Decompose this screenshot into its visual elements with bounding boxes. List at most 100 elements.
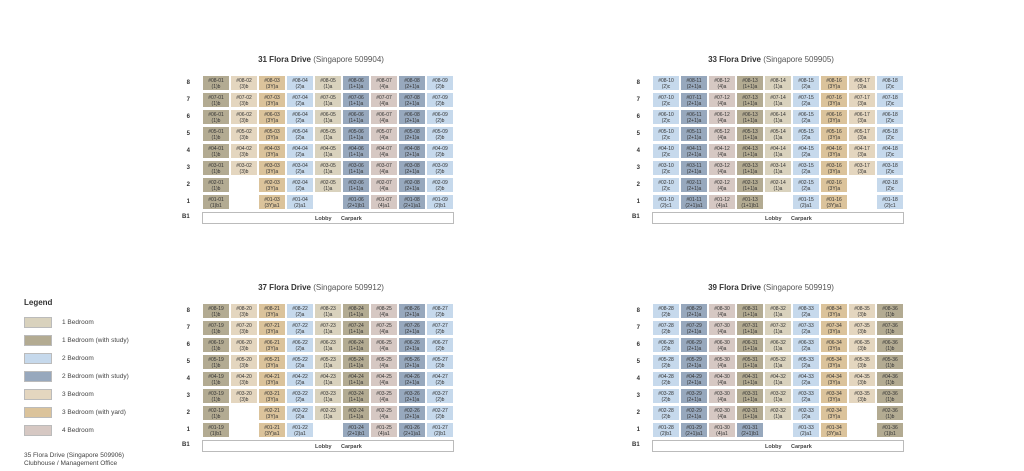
unit-cell[interactable]: #07-15 (2)a — [792, 92, 820, 108]
unit-cell[interactable]: #08-17 (3)a — [848, 75, 876, 91]
unit-cell[interactable]: #07-29 (2+1)a — [680, 320, 708, 336]
unit-cell[interactable]: #01-30 (4)a1 — [708, 422, 736, 438]
unit-cell[interactable]: #03-22 (2)a — [286, 388, 314, 404]
unit-cell[interactable]: #01-03 (3Y)a1 — [258, 194, 286, 210]
unit-cell[interactable]: #03-11 (2+1)a — [680, 160, 708, 176]
unit-cell[interactable]: #05-12 (4)a — [708, 126, 736, 142]
unit-cell[interactable]: #08-31 (1+1)a — [736, 303, 764, 319]
unit-cell[interactable]: #06-29 (2+1)a — [680, 337, 708, 353]
unit-cell[interactable]: #01-26 (2+1)a1 — [398, 422, 426, 438]
unit-cell[interactable]: #02-28 (2)b — [652, 405, 680, 421]
unit-cell[interactable]: #01-24 (2+1)b1 — [342, 422, 370, 438]
unit-cell[interactable]: #04-06 (1+1)a — [342, 143, 370, 159]
unit-cell[interactable]: #08-29 (2+1)a — [680, 303, 708, 319]
unit-cell[interactable]: #05-30 (4)a — [708, 354, 736, 370]
unit-cell[interactable]: #08-21 (3Y)a — [258, 303, 286, 319]
unit-cell[interactable]: #07-17 (3)a — [848, 92, 876, 108]
unit-cell[interactable]: #07-26 (2+1)a — [398, 320, 426, 336]
unit-cell[interactable]: #06-06 (1+1)a — [342, 109, 370, 125]
unit-cell[interactable]: #08-32 (1)a — [764, 303, 792, 319]
unit-cell[interactable]: #08-16 (3Y)a — [820, 75, 848, 91]
unit-cell[interactable]: #02-26 (2+1)a — [398, 405, 426, 421]
unit-cell[interactable]: #08-30 (4)a — [708, 303, 736, 319]
unit-cell[interactable]: #01-28 (2)b1 — [652, 422, 680, 438]
unit-cell[interactable]: #06-19 (1)b — [202, 337, 230, 353]
unit-cell[interactable]: #04-20 (3)b — [230, 371, 258, 387]
unit-cell[interactable]: #02-16 (3Y)a — [820, 177, 848, 193]
unit-cell[interactable]: #03-33 (2)a — [792, 388, 820, 404]
unit-cell[interactable]: #01-31 (2+1)b1 — [736, 422, 764, 438]
unit-cell[interactable]: #06-11 (2+1)a — [680, 109, 708, 125]
unit-cell[interactable]: #08-12 (4)a — [708, 75, 736, 91]
unit-cell[interactable]: #04-34 (3Y)a — [820, 371, 848, 387]
unit-cell[interactable]: #02-29 (2+1)a — [680, 405, 708, 421]
unit-cell[interactable]: #06-08 (2+1)a — [398, 109, 426, 125]
unit-cell[interactable]: #03-20 (3)b — [230, 388, 258, 404]
unit-cell[interactable]: #02-30 (4)a — [708, 405, 736, 421]
unit-cell[interactable]: #07-30 (4)a — [708, 320, 736, 336]
unit-cell[interactable]: #04-19 (1)b — [202, 371, 230, 387]
unit-cell[interactable]: #07-24 (1+1)a — [342, 320, 370, 336]
unit-cell[interactable]: #06-14 (1)a — [764, 109, 792, 125]
unit-cell[interactable]: #02-32 (1)a — [764, 405, 792, 421]
unit-cell[interactable]: #01-27 (2)b1 — [426, 422, 454, 438]
unit-cell[interactable]: #07-09 (2)b — [426, 92, 454, 108]
unit-cell[interactable]: #03-17 (3)a — [848, 160, 876, 176]
unit-cell[interactable]: #03-32 (1)a — [764, 388, 792, 404]
unit-cell[interactable]: #03-23 (1)a — [314, 388, 342, 404]
unit-cell[interactable]: #03-19 (1)b — [202, 388, 230, 404]
unit-cell[interactable]: #05-29 (2+1)a — [680, 354, 708, 370]
unit-cell[interactable]: #03-29 (2+1)a — [680, 388, 708, 404]
unit-cell[interactable]: #05-35 (3)b — [848, 354, 876, 370]
unit-cell[interactable]: #08-14 (1)a — [764, 75, 792, 91]
unit-cell[interactable]: #04-29 (2+1)a — [680, 371, 708, 387]
unit-cell[interactable]: #04-25 (4)a — [370, 371, 398, 387]
unit-cell[interactable]: #05-22 (2)a — [286, 354, 314, 370]
unit-cell[interactable]: #03-34 (3Y)a — [820, 388, 848, 404]
unit-cell[interactable]: #07-06 (1+1)a — [342, 92, 370, 108]
unit-cell[interactable]: #03-15 (2)a — [792, 160, 820, 176]
unit-cell[interactable]: #06-05 (1)a — [314, 109, 342, 125]
unit-cell[interactable]: #07-04 (2)a — [286, 92, 314, 108]
unit-cell[interactable]: #03-13 (1+1)a — [736, 160, 764, 176]
unit-cell[interactable]: #04-04 (2)a — [286, 143, 314, 159]
unit-cell[interactable]: #08-15 (2)a — [792, 75, 820, 91]
unit-cell[interactable]: #06-13 (1+1)a — [736, 109, 764, 125]
unit-cell[interactable]: #02-13 (1+1)a — [736, 177, 764, 193]
unit-cell[interactable]: #08-33 (2)a — [792, 303, 820, 319]
unit-cell[interactable]: #06-02 (3)b — [230, 109, 258, 125]
unit-cell[interactable]: #06-22 (2)a — [286, 337, 314, 353]
unit-cell[interactable]: #06-15 (2)a — [792, 109, 820, 125]
unit-cell[interactable]: #05-08 (2+1)a — [398, 126, 426, 142]
unit-cell[interactable]: #04-31 (1+1)a — [736, 371, 764, 387]
unit-cell[interactable]: #04-12 (4)a — [708, 143, 736, 159]
unit-cell[interactable]: #08-09 (2)b — [426, 75, 454, 91]
unit-cell[interactable]: #06-23 (1)a — [314, 337, 342, 353]
unit-cell[interactable]: #02-21 (3Y)a — [258, 405, 286, 421]
unit-cell[interactable]: #04-15 (2)a — [792, 143, 820, 159]
unit-cell[interactable]: #02-22 (2)a — [286, 405, 314, 421]
unit-cell[interactable]: #07-16 (3Y)a — [820, 92, 848, 108]
unit-cell[interactable]: #07-19 (1)b — [202, 320, 230, 336]
unit-cell[interactable]: #04-23 (1)a — [314, 371, 342, 387]
unit-cell[interactable]: #02-33 (2)a — [792, 405, 820, 421]
unit-cell[interactable]: #07-33 (2)a — [792, 320, 820, 336]
unit-cell[interactable]: #04-02 (3)b — [230, 143, 258, 159]
unit-cell[interactable]: #04-14 (1)a — [764, 143, 792, 159]
unit-cell[interactable]: #01-04 (2)a1 — [286, 194, 314, 210]
unit-cell[interactable]: #03-21 (3Y)a — [258, 388, 286, 404]
unit-cell[interactable]: #05-09 (2)b — [426, 126, 454, 142]
unit-cell[interactable]: #07-20 (3)b — [230, 320, 258, 336]
unit-cell[interactable]: #02-24 (1+1)a — [342, 405, 370, 421]
unit-cell[interactable]: #08-22 (2)a — [286, 303, 314, 319]
unit-cell[interactable]: #05-23 (1)a — [314, 354, 342, 370]
unit-cell[interactable]: #07-34 (3Y)a — [820, 320, 848, 336]
unit-cell[interactable]: #07-14 (1)a — [764, 92, 792, 108]
unit-cell[interactable]: #01-16 (3Y)a1 — [820, 194, 848, 210]
unit-cell[interactable]: #02-10 (2)c — [652, 177, 680, 193]
unit-cell[interactable]: #04-32 (1)a — [764, 371, 792, 387]
unit-cell[interactable]: #03-05 (1)a — [314, 160, 342, 176]
unit-cell[interactable]: #07-25 (4)a — [370, 320, 398, 336]
unit-cell[interactable]: #04-17 (3)a — [848, 143, 876, 159]
unit-cell[interactable]: #01-08 (2+1)a1 — [398, 194, 426, 210]
